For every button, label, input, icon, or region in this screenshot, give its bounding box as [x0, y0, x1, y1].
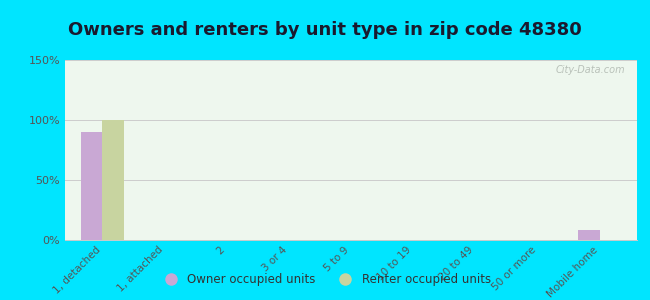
- Bar: [102, 120, 124, 240]
- Bar: [81, 132, 102, 240]
- Legend: Owner occupied units, Renter occupied units: Owner occupied units, Renter occupied un…: [154, 269, 496, 291]
- Text: Owners and renters by unit type in zip code 48380: Owners and renters by unit type in zip c…: [68, 21, 582, 39]
- Text: City-Data.com: City-Data.com: [556, 65, 625, 75]
- Bar: [578, 230, 600, 240]
